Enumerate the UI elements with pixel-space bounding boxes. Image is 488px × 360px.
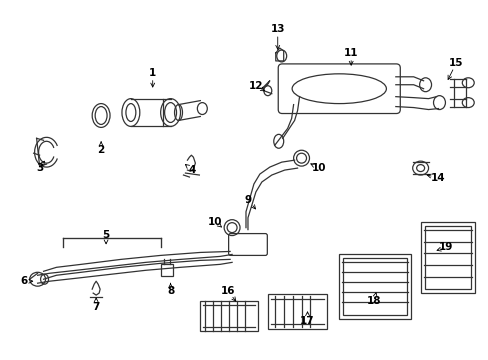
Text: 19: 19 xyxy=(438,243,453,252)
Bar xyxy=(343,258,406,315)
Bar xyxy=(424,226,470,289)
Text: 5: 5 xyxy=(102,230,109,239)
Bar xyxy=(161,264,172,276)
Text: 12: 12 xyxy=(248,81,263,91)
Bar xyxy=(200,301,257,331)
Text: 7: 7 xyxy=(92,302,100,312)
Text: 15: 15 xyxy=(448,58,463,68)
Text: 4: 4 xyxy=(188,165,196,175)
Text: 10: 10 xyxy=(207,217,222,227)
Text: 17: 17 xyxy=(300,316,314,326)
Text: 13: 13 xyxy=(270,24,285,34)
Bar xyxy=(339,255,410,319)
Text: 1: 1 xyxy=(149,68,156,78)
Bar xyxy=(267,294,326,329)
Text: 16: 16 xyxy=(221,286,235,296)
Text: 2: 2 xyxy=(97,145,104,155)
Text: 14: 14 xyxy=(430,173,445,183)
Bar xyxy=(420,222,474,293)
Text: 10: 10 xyxy=(311,163,326,173)
Text: 3: 3 xyxy=(36,163,43,173)
Text: 11: 11 xyxy=(343,48,358,58)
Text: 6: 6 xyxy=(20,276,27,286)
Text: 18: 18 xyxy=(366,296,381,306)
Text: 8: 8 xyxy=(166,286,174,296)
Text: 9: 9 xyxy=(244,195,251,205)
